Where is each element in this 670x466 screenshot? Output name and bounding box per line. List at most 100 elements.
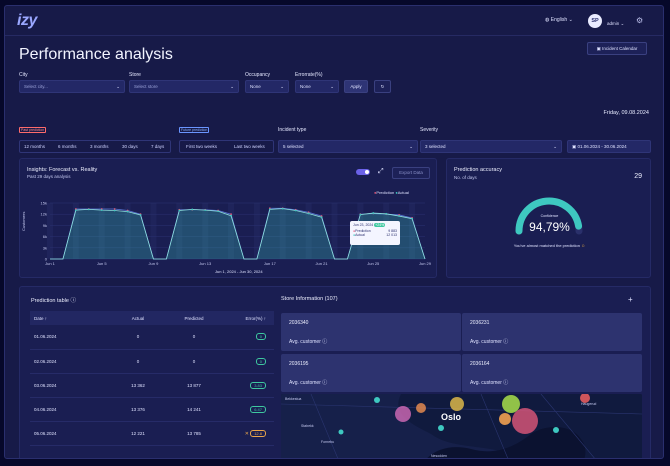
store-card[interactable]: 2036231 Avg. customer ⓘ — [462, 313, 642, 351]
incident-calendar-button[interactable]: ▣ Incident Calendar — [587, 42, 647, 55]
y-tick-label: 9k — [43, 223, 47, 228]
cell-predicted: 0 — [164, 349, 220, 374]
language-selector[interactable]: ◍ English ⌄ — [545, 17, 573, 23]
bottom-panel: Prediction table ⓘ Date ↑ Actual Predict… — [19, 286, 651, 458]
occupancy-select[interactable]: None ⌄ — [245, 80, 289, 93]
day-stripe — [331, 203, 338, 259]
prediction-point — [230, 213, 232, 216]
store-id: 2036231 — [470, 320, 490, 326]
store-avg: Avg. customer ⓘ — [470, 380, 509, 386]
cell-predicted: 13 877 — [164, 373, 220, 398]
error-rate-label: Errorrate(%) — [295, 72, 323, 78]
app-window: izy ◍ English ⌄ SP admin ⌄ ⚙ Performance… — [4, 5, 664, 459]
city-placeholder: Select city... — [24, 84, 48, 89]
fullscreen-icon[interactable]: ⤢ — [378, 168, 384, 175]
store-card[interactable]: 2036164 Avg. customer ⓘ — [462, 354, 642, 392]
store-card[interactable]: 2036340 Avg. customer ⓘ — [281, 313, 461, 351]
export-data-button[interactable]: Export Data — [392, 167, 430, 179]
tooltip-prediction: 9 883 — [388, 229, 397, 233]
date-range-picker[interactable]: ▣ 01.06.2024 - 30.06.2024 — [567, 140, 651, 153]
chevron-down-icon: ⌄ — [568, 17, 573, 23]
range-7-days[interactable]: 7 days — [151, 144, 165, 149]
store-avg: Avg. customer ⓘ — [289, 380, 328, 386]
actual-point — [126, 210, 129, 213]
insights-subtitle: Past 29 days analysis — [27, 174, 71, 179]
error-badge: 12.8 — [250, 429, 266, 437]
prediction-table: Date ↑ Actual Predicted Error(%) ↑ 01.06… — [30, 311, 274, 446]
city-label: City — [19, 72, 28, 78]
info-icon[interactable]: ⓘ — [70, 298, 76, 304]
actual-point — [359, 213, 362, 216]
chevron-down-icon: ⌄ — [116, 84, 120, 89]
range-first-two-weeks[interactable]: First two weeks — [186, 144, 218, 149]
user-name: admin — [607, 21, 620, 26]
table-row[interactable]: 01.06.2024 0 0 0 — [30, 325, 274, 350]
prediction-point — [113, 208, 116, 210]
tooltip-actual: 12 013 — [386, 233, 397, 237]
info-icon: ⓘ — [503, 339, 509, 345]
table-row[interactable]: 02.06.2024 0 0 0 — [30, 349, 274, 374]
forecast-chart: 0 3k 6k 9k 12k 15k Jun 1 Jun 5 Jun 9 Jun 13 Jun 17… — [41, 201, 432, 267]
map-graphic — [281, 394, 642, 458]
user-menu[interactable]: admin ⌄ — [607, 21, 624, 27]
tooltip-date: Jun 23, 2024 — [353, 223, 374, 227]
range-3-months[interactable]: 3 months — [90, 144, 109, 149]
map-label: Oslo — [441, 412, 462, 422]
cell-actual: 13 362 — [108, 373, 164, 398]
cell-actual: 0 — [108, 325, 164, 350]
prediction-table-title: Prediction table ⓘ — [31, 296, 76, 304]
store-map[interactable]: Bekkestua Oslo Haugerud Stabekk Fornebu … — [281, 394, 642, 458]
refresh-icon: ↻ — [380, 84, 385, 89]
range-12-months[interactable]: 12 months — [24, 144, 46, 149]
top-bar: izy ◍ English ⌄ SP admin ⌄ ⚙ — [5, 6, 663, 36]
table-row[interactable]: 04.06.2024 13 376 14 241 6.47 — [30, 397, 274, 422]
cell-actual: 13 376 — [108, 397, 164, 422]
apply-button[interactable]: Apply — [344, 80, 368, 93]
tooltip-actual-label: Actual — [355, 233, 365, 237]
cell-predicted: 14 241 — [164, 397, 220, 422]
page-title: Performance analysis — [19, 46, 173, 63]
accuracy-gauge — [515, 197, 583, 235]
accuracy-days: 29 — [634, 173, 642, 180]
actual-point — [411, 217, 413, 220]
city-select[interactable]: Select city... ⌄ — [19, 80, 125, 93]
table-row[interactable]: 05.06.2024 12 221 13 785 ✕ 12.8 — [30, 421, 274, 446]
actual-point — [178, 209, 181, 212]
reset-button[interactable]: ↻ — [374, 80, 391, 93]
error-rate-select[interactable]: None ⌄ — [295, 80, 339, 93]
tooltip-actual-dot: ● — [353, 233, 356, 237]
avatar[interactable]: SP — [588, 14, 602, 28]
store-card[interactable]: 2036195 Avg. customer ⓘ — [281, 354, 461, 392]
store-id: 2036340 — [289, 320, 309, 326]
chevron-down-icon: ⌄ — [330, 84, 334, 89]
error-badge: 6.47 — [250, 405, 266, 413]
actual-point — [113, 209, 116, 212]
range-last-two-weeks[interactable]: Last two weeks — [234, 144, 265, 149]
range-6-months[interactable]: 6 months — [58, 144, 77, 149]
day-stripe — [98, 203, 105, 259]
app-logo[interactable]: izy — [17, 12, 37, 29]
severity-select[interactable]: 3 selected ⌄ — [420, 140, 562, 153]
col-actual[interactable]: Actual — [108, 311, 164, 325]
toggle-switch[interactable] — [356, 169, 370, 175]
incident-type-select[interactable]: 5 selected ⌄ — [278, 140, 418, 153]
gear-icon[interactable]: ⚙ — [636, 16, 644, 25]
col-error[interactable]: Error(%) ↑ — [220, 311, 274, 325]
error-badge: 0 — [255, 357, 266, 365]
store-placeholder: Select store — [134, 84, 158, 89]
cell-actual: 12 221 — [108, 421, 164, 446]
range-30-days[interactable]: 30 days — [122, 144, 138, 149]
info-icon: ⓘ — [322, 380, 328, 386]
chart-xrange: Jun 1, 2024 - Jun 30, 2024 — [215, 269, 263, 274]
legend-prediction: Prediction — [376, 190, 395, 195]
add-icon[interactable]: + — [628, 295, 633, 304]
col-predicted[interactable]: Predicted — [164, 311, 220, 325]
map-label: Nesodden — [431, 454, 447, 458]
col-date[interactable]: Date ↑ — [30, 311, 108, 325]
table-row[interactable]: 03.06.2024 13 362 13 877 3.83 — [30, 373, 274, 398]
store-info-title: Store Information (107) — [281, 296, 338, 302]
x-tick-label: Jun 9 — [149, 261, 160, 266]
actual-point — [100, 209, 103, 211]
actual-point — [307, 212, 310, 215]
store-select[interactable]: Select store ⌄ — [129, 80, 239, 93]
